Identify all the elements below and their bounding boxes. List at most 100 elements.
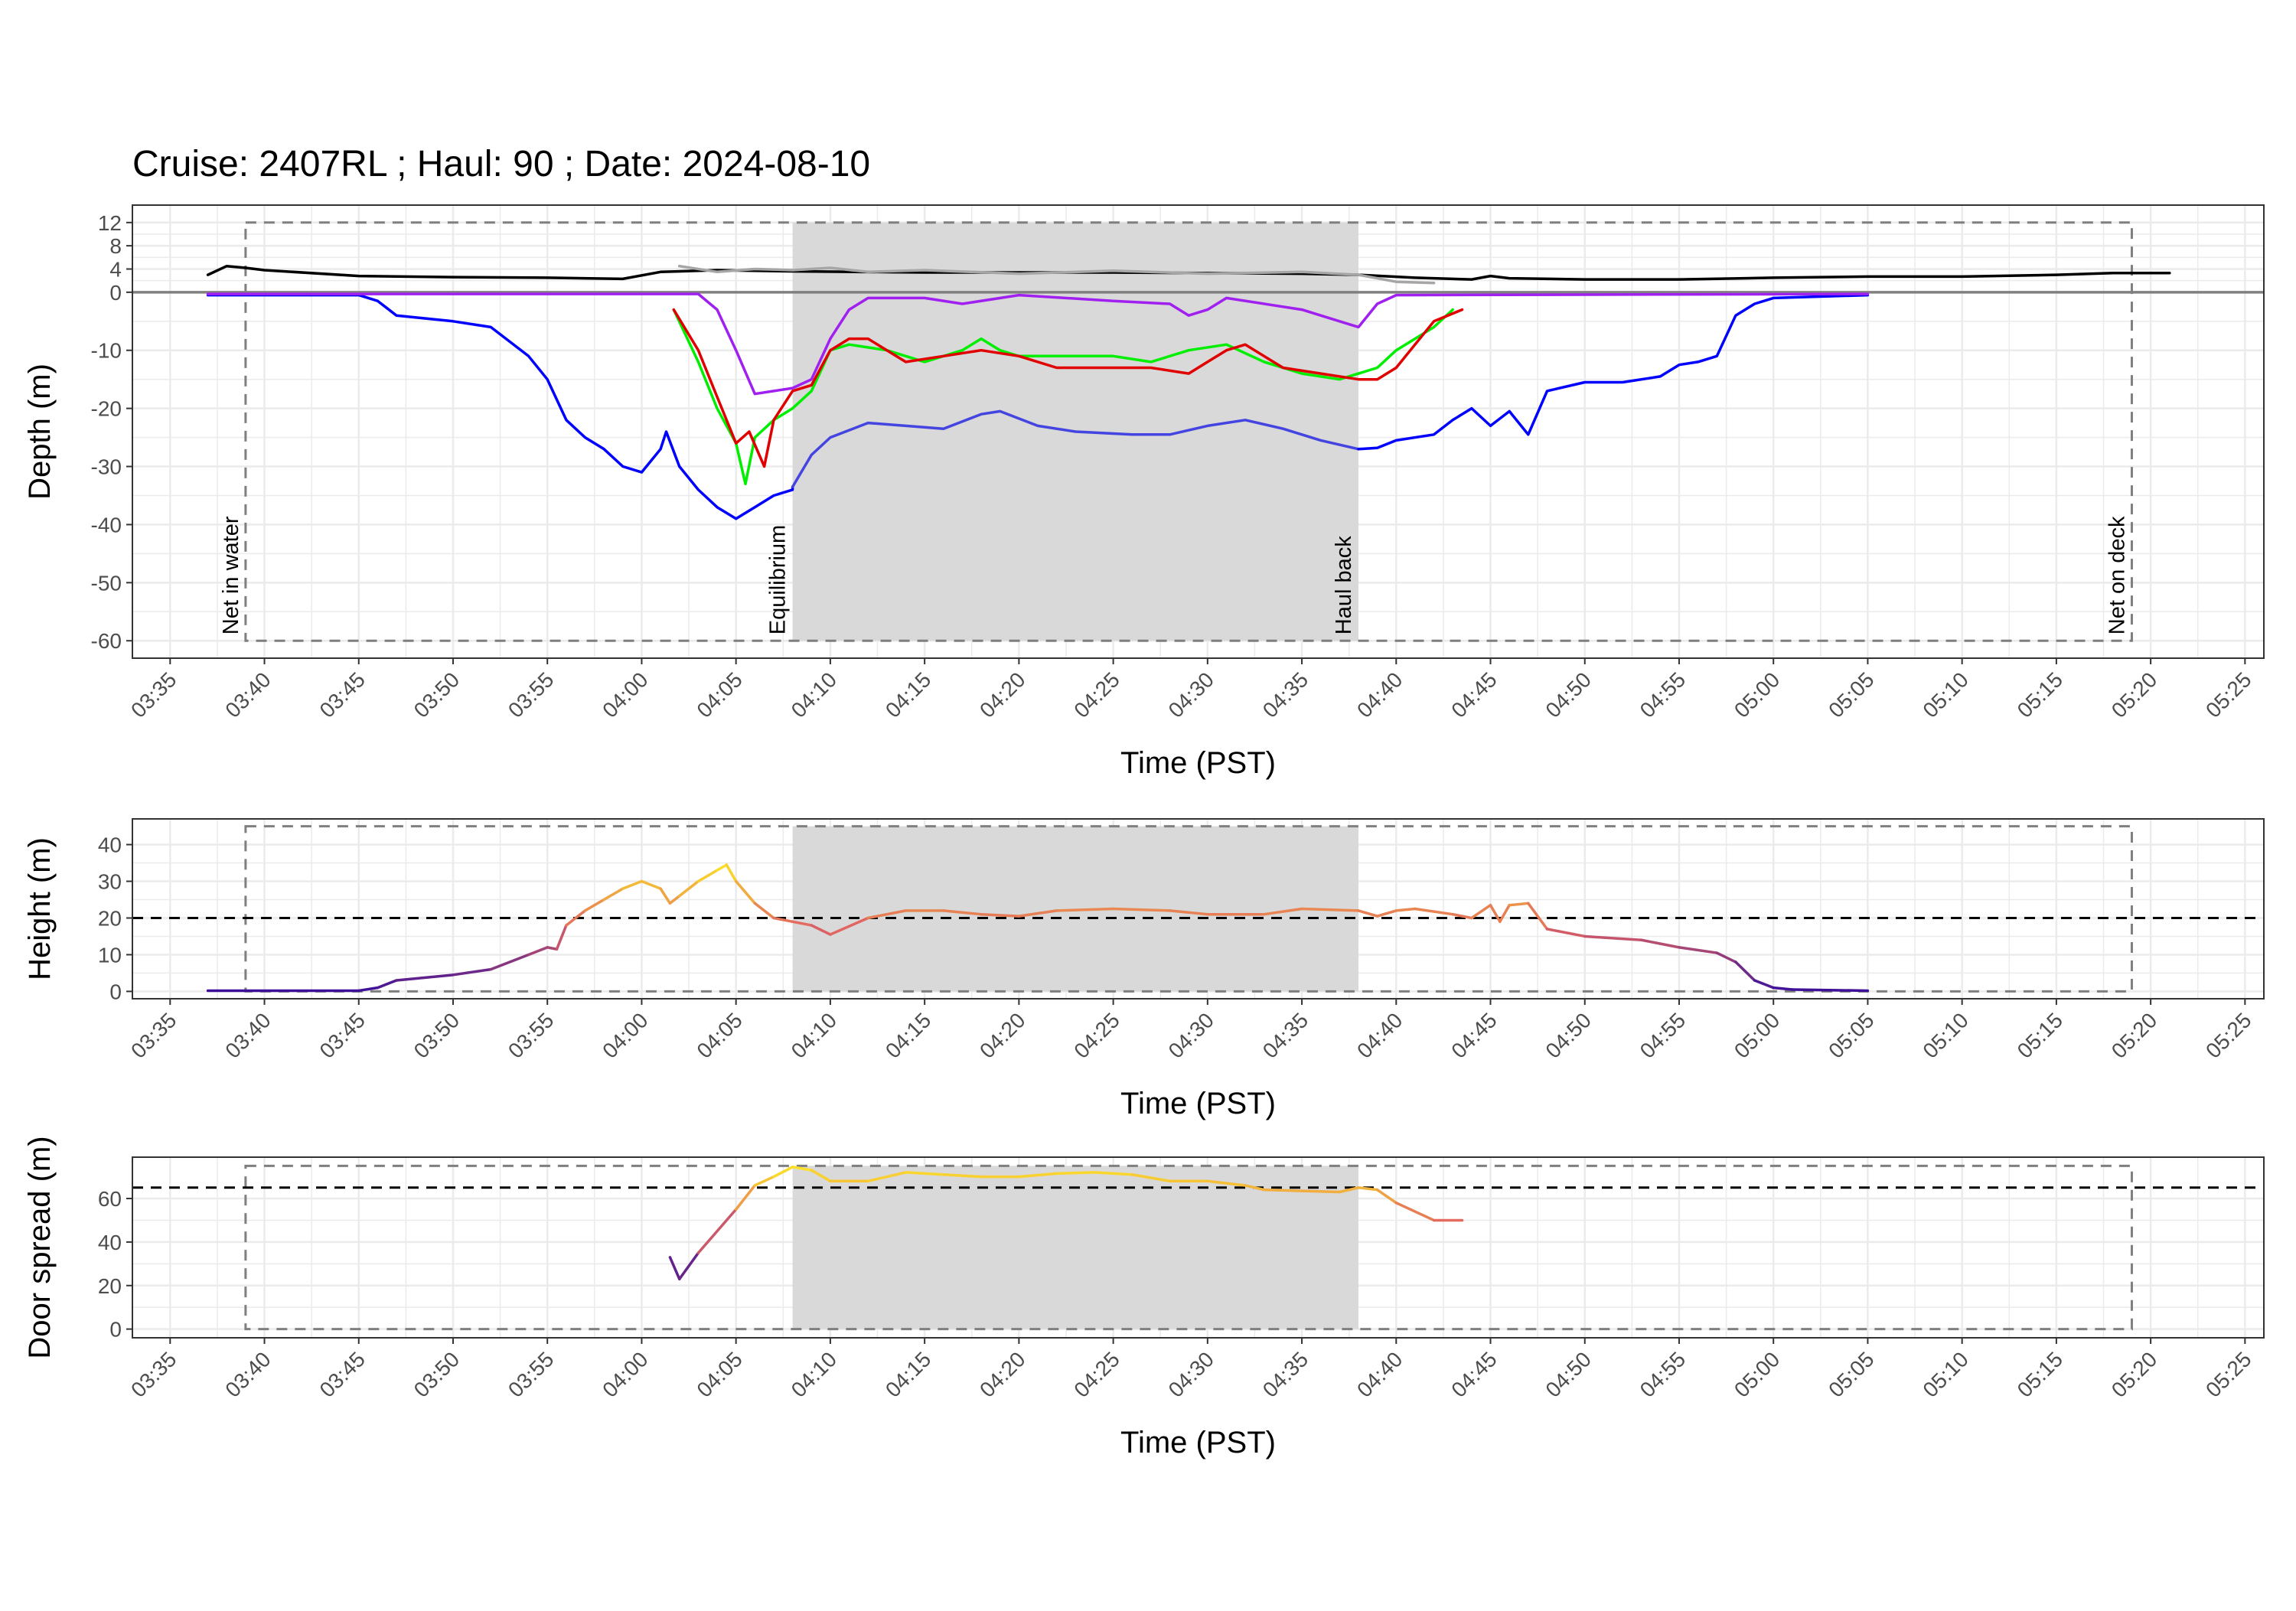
depth-x-tick-label: 04:55: [1636, 667, 1690, 722]
depth-y-tick-label: -50: [91, 571, 122, 595]
door_spread-line-segment: [1357, 1186, 1379, 1192]
height-y-tick-label: 10: [98, 943, 122, 967]
depth-x-tick-label: 03:35: [126, 667, 181, 722]
height-x-tick-label: 05:00: [1730, 1008, 1784, 1062]
height-x-tick-label: 04:20: [975, 1008, 1029, 1062]
height-x-tick-label: 04:45: [1446, 1008, 1501, 1062]
door_spread-line-segment: [668, 1256, 681, 1280]
height-panel: 0 10 20 30 40 03:35 03:40 03:45 03:50 03:55 04:00 0…: [23, 818, 2265, 1120]
height-line-segment: [1715, 951, 1737, 964]
event-label-net-in-water: Net in water: [219, 516, 243, 634]
depth-net-window-box: [244, 221, 2133, 642]
height-x-tick-label: 05:05: [1824, 1008, 1878, 1062]
event-label-equilibrium: Equilibrium: [766, 525, 791, 634]
door_spread-x-tick-label: 04:35: [1258, 1347, 1313, 1401]
door_spread-x-tick-label: 04:55: [1636, 1347, 1690, 1401]
height-line-segment: [376, 979, 398, 990]
depth-x-tick-label: 05:15: [2013, 667, 2067, 722]
door_spread-panel-border: [132, 1156, 2265, 1339]
depth-x-tick-label: 05:05: [1824, 667, 1878, 722]
height-line-segment: [1168, 909, 1209, 916]
height-line-segment: [583, 898, 605, 912]
height-line-segment: [546, 946, 559, 951]
door_spread-line-segment: [1130, 1172, 1172, 1183]
height-line-segment: [1451, 912, 1473, 920]
depth-series-line-3: [206, 293, 794, 520]
height-x-tick-label: 04:30: [1164, 1008, 1218, 1062]
height-line-segment: [1263, 907, 1303, 916]
door_spread-x-tick-label: 03:40: [220, 1347, 275, 1401]
height-line-segment: [1583, 934, 1643, 942]
height-x-tick-label: 05:10: [1918, 1008, 1972, 1062]
depth-series-line-2: [677, 264, 1436, 285]
depth-y-tick-label: -40: [91, 513, 122, 536]
height-line-segment: [1489, 903, 1502, 924]
depth-x-tick-label: 03:40: [220, 667, 275, 722]
door_spread-y-tick-label: 0: [109, 1318, 122, 1342]
door_spread-line-segment: [810, 1169, 832, 1183]
depth-x-tick-label: 04:35: [1258, 667, 1313, 722]
height-x-tick-label: 05:25: [2201, 1008, 2255, 1062]
height-line-segment: [716, 863, 729, 872]
depth-series-line-4: [791, 409, 1360, 488]
height-line-segment: [1017, 909, 1058, 918]
door_spread-net-window-box: [244, 1164, 2133, 1331]
height-x-tick-label: 04:05: [692, 1008, 746, 1062]
depth-x-axis-title: Time (PST): [1120, 746, 1276, 780]
height-line-segment: [791, 920, 814, 927]
height-y-tick-label: 20: [98, 906, 122, 930]
height-line-segment: [1300, 907, 1360, 912]
height-x-tick-label: 04:40: [1352, 1008, 1407, 1062]
height-line-segment: [555, 924, 568, 951]
height-line-segment: [1772, 986, 1794, 991]
height-line-segment: [942, 909, 983, 916]
depth-x-tick-label: 04:05: [692, 667, 746, 722]
door_spread-line-segment: [772, 1166, 794, 1179]
height-line-segment: [1111, 907, 1172, 912]
door_spread-x-tick-label: 04:00: [598, 1347, 652, 1401]
depth-y-tick-label: 0: [109, 281, 122, 305]
height-line-segment: [829, 916, 869, 936]
height-line-segment: [677, 879, 700, 898]
height-line-segment: [640, 879, 662, 890]
depth-x-tick-label: 03:45: [315, 667, 370, 722]
door_spread-x-tick-label: 04:10: [787, 1347, 841, 1401]
door_spread-line-segment: [696, 1208, 738, 1254]
height-x-tick-label: 04:35: [1258, 1008, 1313, 1062]
height-line-segment: [1508, 902, 1530, 907]
door_spread-line-segment: [1017, 1172, 1058, 1179]
depth-panel: Net in water Equilibrium Haul back Net on d…: [23, 204, 2265, 780]
door_spread-line-segment: [904, 1171, 945, 1176]
height-line-segment: [734, 879, 757, 905]
height-y-tick-label: 40: [98, 833, 122, 857]
depth-x-tick-label: 05:10: [1918, 667, 1972, 722]
height-line-segment: [1753, 979, 1775, 990]
depth-y-axis-title: Depth (m): [23, 364, 57, 500]
door_spread-line-segment: [1093, 1171, 1133, 1176]
height-line-segment: [772, 916, 794, 924]
depth-series-line-7: [672, 308, 1454, 486]
door_spread-x-tick-label: 05:20: [2107, 1347, 2161, 1401]
depth-y-tick-label: -30: [91, 455, 122, 479]
door_spread-line-segment: [1263, 1188, 1303, 1192]
door_spread-x-tick-label: 04:40: [1352, 1347, 1407, 1401]
door_spread-line-segment: [734, 1184, 757, 1211]
door_spread-line-segment: [942, 1172, 983, 1179]
height-x-axis-title: Time (PST): [1120, 1087, 1276, 1120]
height-line-segment: [696, 869, 719, 883]
height-x-tick-label: 03:35: [126, 1008, 181, 1062]
door_spread-x-tick-label: 05:15: [2013, 1347, 2067, 1401]
event-label-net-on-deck: Net on deck: [2105, 516, 2129, 634]
depth-x-tick-label: 04:50: [1541, 667, 1596, 722]
height-line-segment: [810, 924, 832, 936]
height-line-segment: [1055, 907, 1115, 912]
door_spread-line-segment: [866, 1171, 908, 1183]
door_spread-x-tick-label: 03:45: [315, 1347, 370, 1401]
depth-x-tick-label: 04:20: [975, 667, 1029, 722]
height-line-segment: [668, 894, 681, 905]
door_spread-x-tick-label: 04:45: [1446, 1347, 1501, 1401]
door_spread-line-segment: [1300, 1189, 1342, 1194]
height-line-segment: [1414, 907, 1454, 916]
height-line-segment: [1357, 909, 1379, 918]
depth-series-line-8: [672, 308, 1464, 468]
